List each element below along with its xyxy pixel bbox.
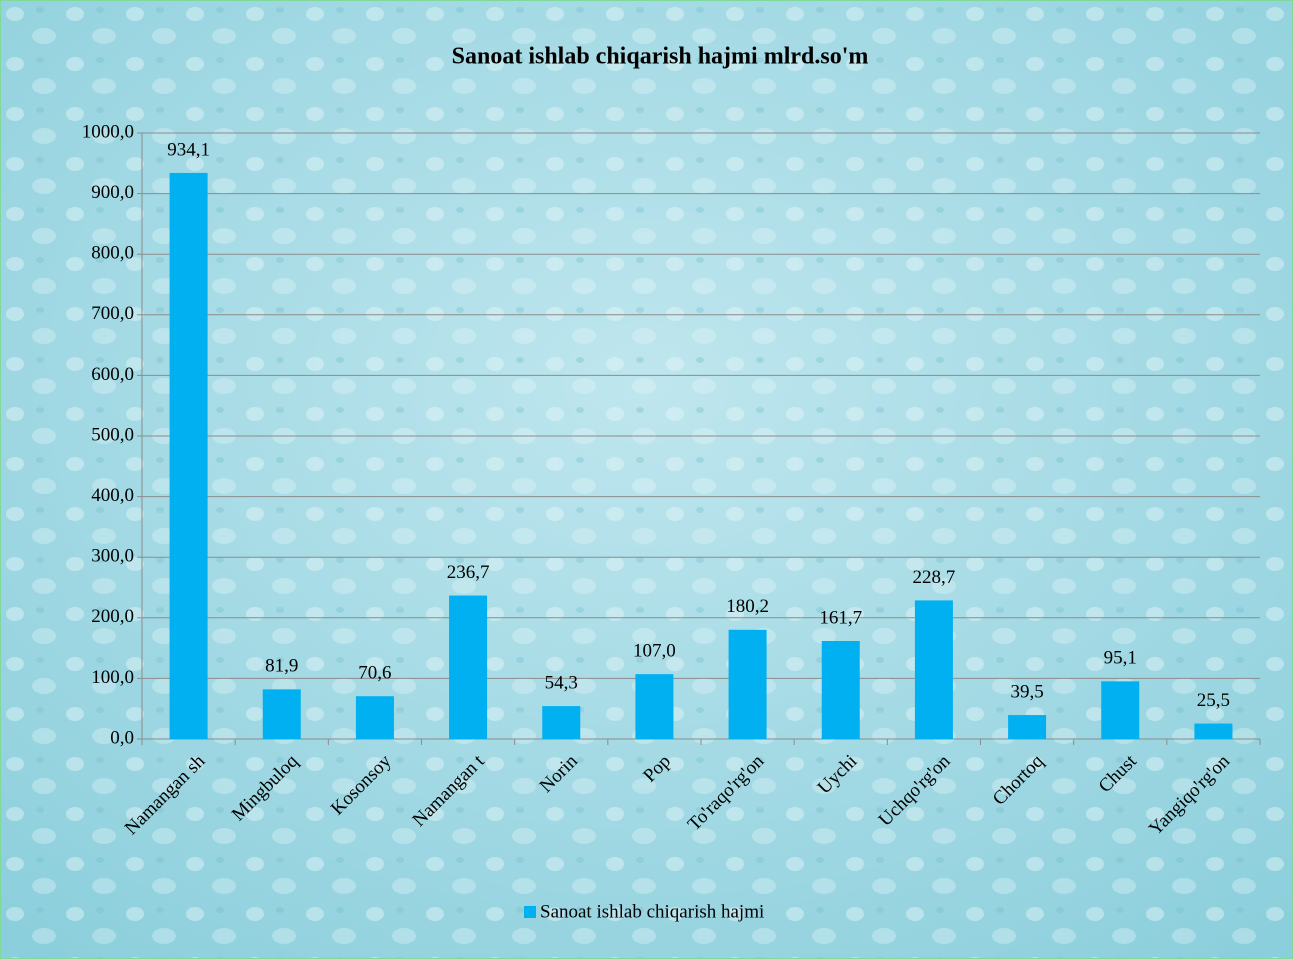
data-label: 95,1	[1104, 648, 1137, 669]
data-label: 236,7	[447, 562, 490, 583]
bar	[355, 696, 394, 739]
y-tick-label: 200,0	[91, 606, 134, 627]
bar	[914, 600, 953, 739]
bar	[262, 689, 301, 739]
data-label: 25,5	[1197, 690, 1230, 711]
chart-title: Sanoat ishlab chiqarish hajmi mlrd.so'm	[452, 44, 869, 70]
bar	[728, 629, 767, 739]
data-label: 161,7	[819, 607, 862, 628]
data-label: 228,7	[913, 567, 956, 588]
data-label: 107,0	[633, 641, 676, 662]
bar	[1194, 723, 1233, 739]
y-tick-label: 600,0	[91, 364, 134, 385]
legend-label: Sanoat ishlab chiqarish hajmi	[540, 901, 764, 922]
data-label: 934,1	[167, 139, 210, 160]
y-tick-label: 400,0	[91, 485, 134, 506]
data-label: 70,6	[358, 663, 391, 684]
y-tick-label: 800,0	[91, 243, 134, 264]
bar	[635, 674, 674, 739]
data-label: 54,3	[545, 672, 578, 693]
y-tick-label: 0,0	[110, 727, 134, 748]
data-label: 39,5	[1010, 681, 1043, 702]
bar	[169, 172, 208, 739]
legend-swatch	[524, 906, 536, 918]
y-tick-label: 900,0	[91, 182, 134, 203]
data-label: 180,2	[726, 596, 769, 617]
data-label: 81,9	[265, 656, 298, 677]
bar	[542, 706, 581, 739]
bar	[1101, 681, 1140, 739]
y-tick-label: 1000,0	[82, 121, 134, 142]
bar	[1008, 715, 1047, 739]
y-tick-label: 700,0	[91, 303, 134, 324]
y-tick-label: 300,0	[91, 546, 134, 567]
bar	[821, 641, 860, 739]
y-tick-label: 100,0	[91, 667, 134, 688]
bar	[449, 595, 488, 739]
y-tick-label: 500,0	[91, 424, 134, 445]
